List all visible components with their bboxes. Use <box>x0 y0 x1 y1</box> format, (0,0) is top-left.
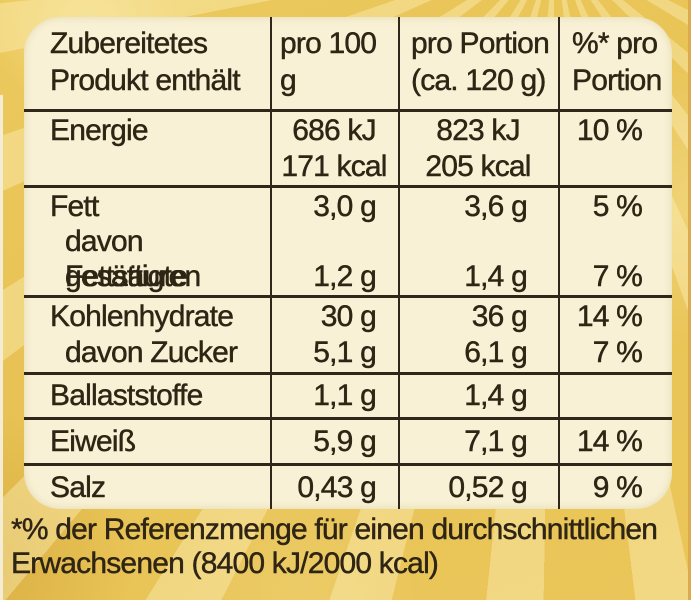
header-product: Zubereitetes Produkt enthält <box>50 27 241 97</box>
kohlenhydrate-per100g-value: 30 g <box>320 300 377 333</box>
header-per-100g: pro 100 g <box>280 27 377 97</box>
kohlenhydrate-percent-value: 14 % <box>576 300 643 333</box>
cell-salz-per100g: 0,43 g <box>297 470 377 504</box>
fett-portion-value: 3,6 g <box>464 190 528 223</box>
cell-fett-per100g: 3,0 g 1,2 g <box>270 188 398 295</box>
cell-energie-percent: 10 % <box>576 114 643 147</box>
cell-fett-label: Fett davon gesättigte Fettsäuren <box>24 188 270 295</box>
fett-label-main: Fett <box>50 190 100 223</box>
cell-salz-percent: 9 % <box>592 470 643 504</box>
kohlenhydrate-label-sub: davon Zucker <box>65 336 238 369</box>
kohlenhydrate-portion-value: 36 g <box>471 300 528 333</box>
table-header-row: Zubereitetes Produkt enthält pro 100 g p… <box>24 17 672 109</box>
column-divider <box>558 17 560 509</box>
row-fett: Fett davon gesättigte Fettsäuren 3,0 g 1… <box>24 185 672 295</box>
header-per-portion: pro Portion (ca. 120 g) <box>411 27 550 97</box>
spacer-line <box>558 224 642 259</box>
row-eiweiss: Eiweiß 5,9 g 7,1 g 14 % <box>24 417 672 463</box>
cell-kohlenhydrate-per100g: 30 g 5,1 g <box>270 298 398 372</box>
header-percent-per-portion: %* pro Portion <box>572 27 663 97</box>
cell-eiweiss-percent: 14 % <box>576 424 643 458</box>
fettsaeuren-percent-value: 7 % <box>592 260 643 293</box>
column-divider <box>398 17 400 509</box>
cell-fett-portion: 3,6 g 1,4 g <box>398 188 558 295</box>
spacer-line <box>398 224 527 259</box>
cell-kohlenhydrate-percent: 14 % 7 % <box>558 298 672 372</box>
fettsaeuren-per100g-value: 1,2 g <box>313 260 377 293</box>
cell-energie-per100g: 686 kJ 171 kcal <box>281 114 388 183</box>
package-edge-left-decoration <box>0 95 3 600</box>
cell-fett-percent: 5 % 7 % <box>558 188 672 295</box>
nutrition-table-panel: Zubereitetes Produkt enthält pro 100 g p… <box>24 17 672 509</box>
cell-energie-portion: 823 kJ 205 kcal <box>425 114 532 183</box>
fett-percent-value: 5 % <box>592 190 643 223</box>
package-edge-right-decoration <box>688 0 691 600</box>
column-divider <box>270 17 272 509</box>
cell-eiweiss-label: Eiweiß <box>50 424 136 458</box>
cell-ballaststoffe-label: Ballaststoffe <box>50 379 204 412</box>
cell-ballaststoffe-percent <box>558 375 672 417</box>
fett-per100g-value: 3,0 g <box>313 190 377 223</box>
zucker-percent-value: 7 % <box>592 336 643 369</box>
row-energie: Energie 686 kJ 171 kcal 823 kJ 205 kcal … <box>24 109 672 185</box>
fett-label-sub2: Fettsäuren <box>65 260 202 293</box>
spacer-line <box>270 224 376 259</box>
cell-eiweiss-portion: 7,1 g <box>464 424 528 458</box>
cell-ballaststoffe-portion: 1,4 g <box>464 379 528 412</box>
cell-eiweiss-per100g: 5,9 g <box>313 424 377 458</box>
cell-energie-label: Energie <box>50 114 149 147</box>
cell-salz-portion: 0,52 g <box>448 470 528 504</box>
zucker-portion-value: 6,1 g <box>464 336 528 369</box>
zucker-per100g-value: 5,1 g <box>313 336 377 369</box>
row-ballaststoffe: Ballaststoffe 1,1 g 1,4 g <box>24 372 672 417</box>
reference-footnote: *% der Referenzmenge für einen durchschn… <box>11 513 658 580</box>
row-salz: Salz 0,43 g 0,52 g 9 % <box>24 463 672 509</box>
row-kohlenhydrate: Kohlenhydrate davon Zucker 30 g 5,1 g 36… <box>24 295 672 372</box>
fett-label-sub1: davon gesättigte <box>65 225 188 293</box>
cell-salz-label: Salz <box>50 470 106 504</box>
kohlenhydrate-label-main: Kohlenhydrate <box>50 300 234 333</box>
fettsaeuren-portion-value: 1,4 g <box>464 260 528 293</box>
cell-ballaststoffe-per100g: 1,1 g <box>313 379 377 412</box>
cell-kohlenhydrate-label: Kohlenhydrate davon Zucker <box>24 298 270 372</box>
cell-kohlenhydrate-portion: 36 g 6,1 g <box>398 298 558 372</box>
